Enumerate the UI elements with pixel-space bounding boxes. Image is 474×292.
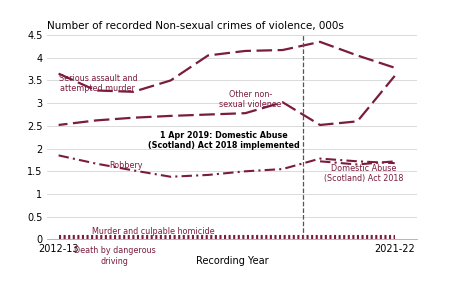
Text: Domestic Abuse
(Scotland) Act 2018: Domestic Abuse (Scotland) Act 2018 — [324, 164, 403, 183]
Text: Robbery: Robbery — [109, 161, 143, 170]
Text: Serious assault and
attempted murder: Serious assault and attempted murder — [59, 74, 137, 93]
X-axis label: Recording Year: Recording Year — [196, 256, 269, 266]
Text: 1 Apr 2019: Domestic Abuse
(Scotland) Act 2018 implemented: 1 Apr 2019: Domestic Abuse (Scotland) Ac… — [148, 131, 300, 150]
Text: Murder and culpable homicide: Murder and culpable homicide — [92, 227, 215, 236]
Text: Death by dangerous
driving: Death by dangerous driving — [74, 246, 155, 266]
Text: Number of recorded Non-sexual crimes of violence, 000s: Number of recorded Non-sexual crimes of … — [47, 22, 344, 32]
Text: Other non-
sexual violence: Other non- sexual violence — [219, 90, 282, 109]
